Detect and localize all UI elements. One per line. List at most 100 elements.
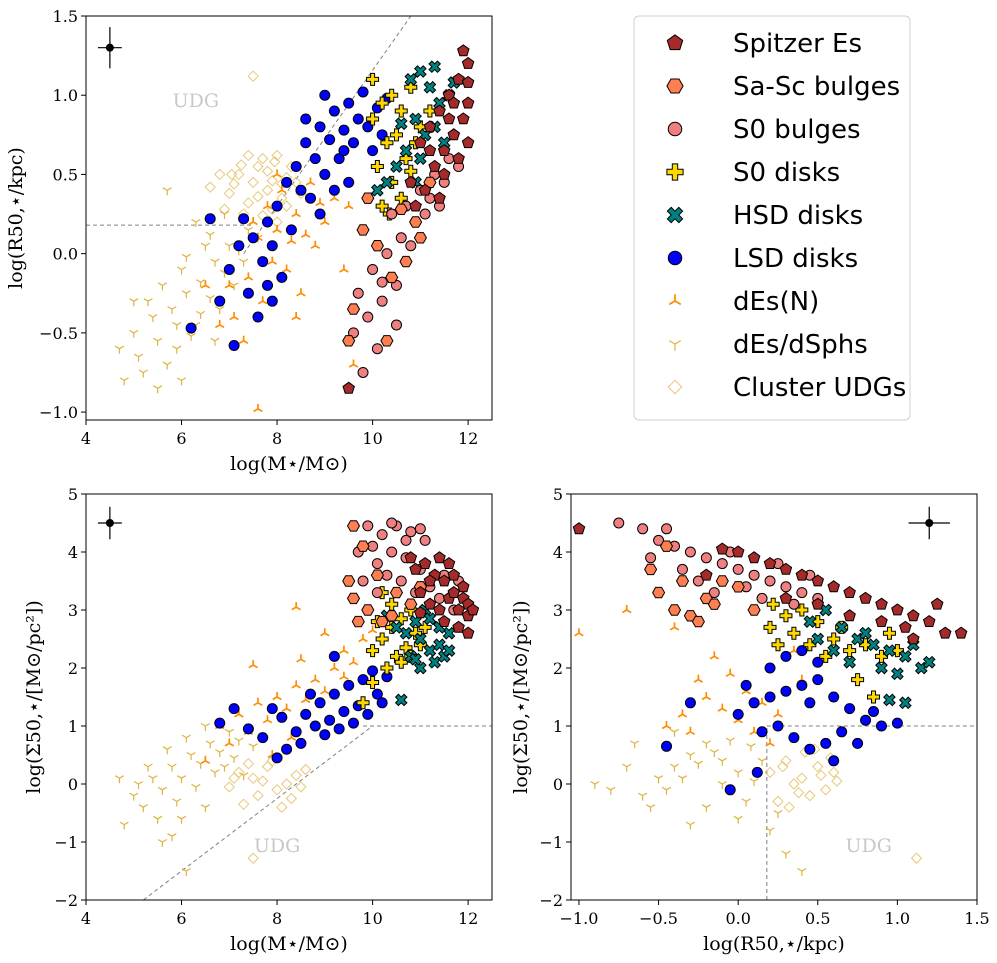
data-point (367, 665, 379, 677)
data-point (257, 296, 268, 305)
data-point (693, 760, 704, 769)
legend-label: HSD disks (733, 201, 863, 231)
data-point (875, 614, 888, 627)
data-point (747, 604, 761, 616)
data-point (796, 587, 808, 599)
data-point (300, 113, 312, 125)
data-point (257, 732, 269, 744)
data-point (827, 766, 840, 779)
data-point (779, 609, 793, 623)
data-point (447, 96, 461, 109)
data-point (447, 585, 461, 598)
legend-item: Cluster UDGs (667, 373, 906, 403)
legend-item: S0 bulges (667, 115, 861, 145)
data-point (356, 224, 370, 236)
data-point (367, 625, 378, 634)
data-point (423, 120, 437, 133)
data-point (167, 306, 177, 315)
data-point (419, 208, 431, 220)
data-point (314, 208, 326, 220)
panel-mass-size: UDG 4 6 8 10 12 −1.0 −0.5 0.0 0.5 1.0 1.5 log(M⋆/M⊙)… (5, 7, 493, 475)
data-point (765, 738, 775, 747)
data-point (271, 149, 283, 162)
data-point (390, 319, 402, 331)
data-point (295, 737, 307, 749)
y-tick-label: −1 (54, 833, 78, 852)
data-point (291, 602, 301, 611)
udg-annotation: UDG (846, 835, 892, 857)
data-point (413, 232, 427, 244)
data-point (394, 104, 408, 118)
data-point (461, 75, 475, 88)
data-point (346, 303, 361, 315)
series-spitzer_es (342, 44, 475, 394)
data-point (219, 210, 230, 220)
data-point (271, 200, 283, 212)
data-point (773, 809, 783, 819)
series-sa_sc_bulges (644, 540, 761, 628)
data-point (414, 606, 427, 619)
legend-label: dEs/dSphs (733, 330, 868, 360)
data-point (386, 208, 398, 220)
data-point (780, 650, 792, 662)
data-point (300, 763, 312, 776)
data-point (218, 203, 231, 215)
legend-item: dEs/dSphs (668, 330, 868, 360)
data-point (732, 708, 744, 720)
data-point (153, 815, 163, 824)
data-point (409, 652, 422, 666)
data-point (780, 685, 792, 697)
data-point (186, 332, 196, 342)
data-point (898, 696, 912, 710)
data-point (788, 778, 800, 790)
series-s0_disks (763, 597, 904, 704)
data-point (219, 763, 230, 772)
data-point (423, 597, 437, 610)
data-point (724, 784, 736, 796)
data-point (804, 789, 816, 802)
data-point (466, 603, 480, 616)
y-tick-label: 1.5 (53, 7, 78, 26)
data-point (804, 743, 816, 755)
data-point (613, 517, 625, 529)
data-point (167, 763, 177, 772)
error-bar (97, 27, 122, 69)
data-point (185, 322, 197, 334)
series-s0_bulges (613, 517, 824, 610)
data-point (815, 769, 827, 782)
data-point (409, 216, 423, 228)
data-point (338, 706, 350, 717)
data-point (286, 235, 297, 245)
data-point (320, 686, 330, 695)
data-point (367, 263, 379, 275)
data-point (343, 176, 355, 188)
data-point (777, 760, 789, 773)
data-point (827, 580, 840, 593)
data-point (138, 804, 148, 813)
data-point (315, 197, 325, 207)
y-tick-label: 1.0 (53, 86, 78, 105)
y-tick-label: −1 (539, 833, 563, 852)
data-point (910, 852, 923, 864)
data-point (291, 311, 301, 321)
data-point (409, 112, 422, 126)
legend-marker (668, 294, 682, 306)
data-point (748, 569, 760, 581)
data-point (385, 88, 399, 102)
data-point (732, 563, 744, 575)
data-point (781, 850, 791, 859)
data-point (835, 621, 849, 634)
data-point (423, 80, 437, 94)
data-point (390, 160, 403, 173)
y-tick-label: 2 (553, 659, 563, 678)
data-point (867, 638, 880, 652)
data-point (954, 626, 968, 639)
data-point (676, 563, 688, 575)
data-point (309, 720, 321, 732)
data-point (922, 655, 936, 669)
data-point (342, 335, 356, 347)
data-point (247, 772, 259, 784)
data-point (783, 801, 795, 813)
data-point (409, 199, 422, 212)
data-point (235, 159, 247, 171)
